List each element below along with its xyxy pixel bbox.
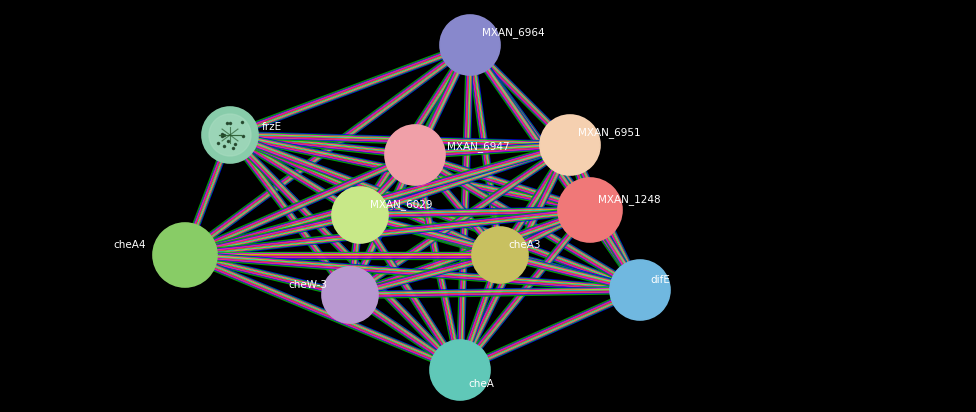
Text: cheW-3: cheW-3 <box>288 280 327 290</box>
Text: difE: difE <box>650 275 670 285</box>
Text: MXAN_6951: MXAN_6951 <box>578 128 640 138</box>
Circle shape <box>540 115 600 175</box>
Circle shape <box>322 267 378 323</box>
Circle shape <box>385 125 445 185</box>
Text: cheA4: cheA4 <box>113 240 145 250</box>
Circle shape <box>610 260 670 320</box>
Circle shape <box>209 114 251 156</box>
Text: cheA: cheA <box>468 379 494 389</box>
Text: MXAN_1248: MXAN_1248 <box>598 194 661 206</box>
Circle shape <box>332 187 388 243</box>
Text: frzE: frzE <box>262 122 282 132</box>
Circle shape <box>153 223 217 287</box>
Circle shape <box>472 227 528 283</box>
Text: cheA3: cheA3 <box>508 240 541 250</box>
Circle shape <box>430 340 490 400</box>
Text: MXAN_6029: MXAN_6029 <box>370 199 432 211</box>
Text: MXAN_6947: MXAN_6947 <box>447 142 509 152</box>
Circle shape <box>558 178 622 242</box>
Text: MXAN_6964: MXAN_6964 <box>482 28 545 38</box>
Circle shape <box>440 15 500 75</box>
Circle shape <box>202 107 258 163</box>
